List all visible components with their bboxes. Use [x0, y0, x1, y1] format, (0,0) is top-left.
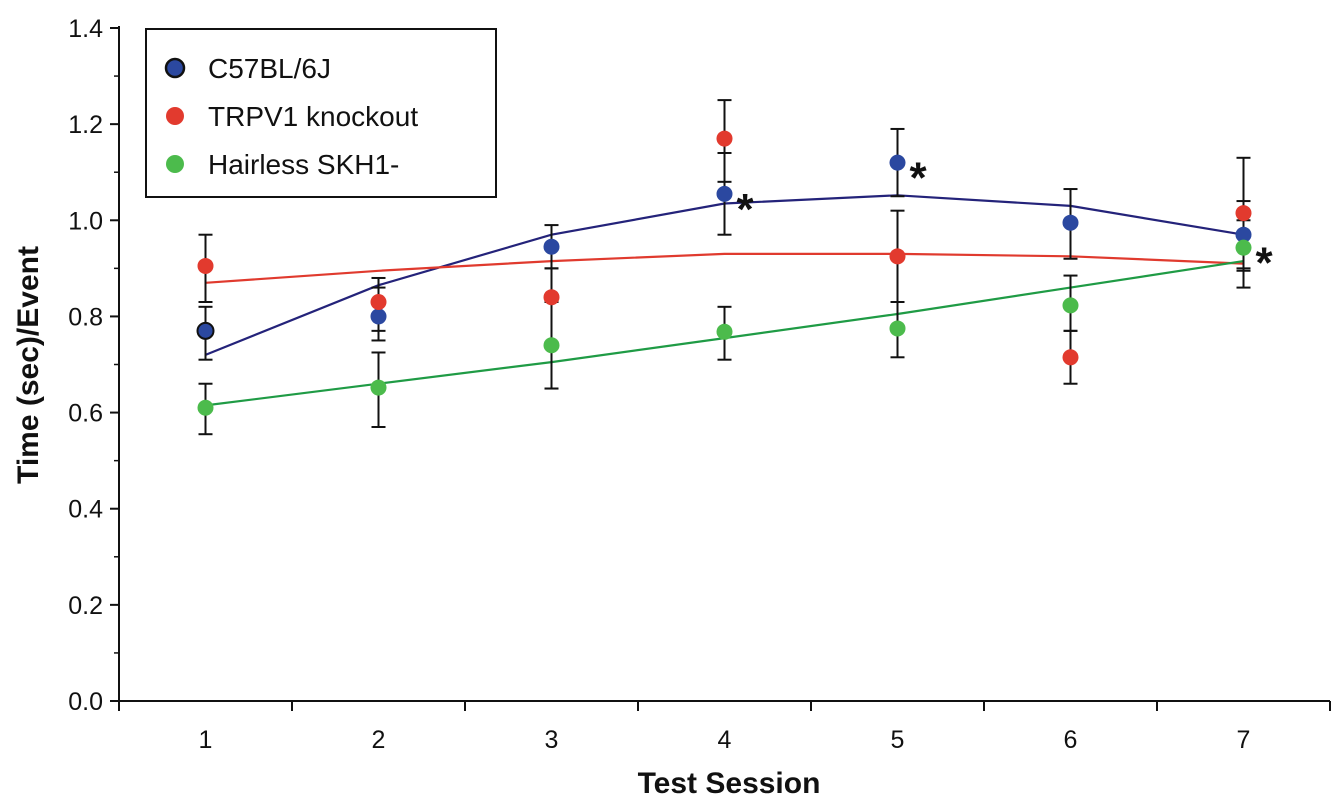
fit-line-series-2	[205, 252, 1244, 284]
data-point-series-3	[370, 379, 387, 396]
data-point-series-1	[370, 308, 387, 325]
x-tick-label: 2	[372, 726, 386, 754]
data-point-series-2	[1062, 349, 1079, 366]
data-point-series-3	[543, 337, 560, 354]
data-point-series-3	[716, 323, 733, 340]
data-point-series-1	[1235, 226, 1252, 243]
y-tick-label: 1.0	[68, 207, 103, 235]
data-point-series-2	[889, 248, 906, 265]
y-tick-label: 1.4	[68, 15, 103, 43]
y-tick-label: 1.2	[68, 111, 103, 139]
data-point-series-1	[1062, 214, 1079, 231]
significance-marker: *	[910, 154, 928, 203]
annotations: * * *	[737, 154, 1274, 288]
legend-marker-series-3	[166, 155, 184, 173]
x-tick-label: 5	[891, 726, 905, 754]
data-point-series-2	[1235, 205, 1252, 222]
legend-label: C57BL/6J	[208, 53, 331, 84]
data-point-series-1	[196, 321, 215, 340]
data-point-series-2	[197, 257, 214, 274]
y-tick-label: 0.0	[68, 688, 103, 716]
y-tick-label: 0.8	[68, 303, 103, 331]
data-point-series-3	[1235, 239, 1252, 256]
data-points	[196, 130, 1252, 416]
y-tick-label: 0.2	[68, 592, 103, 620]
legend-marker-series-1	[164, 57, 186, 79]
y-axis-title: Time (sec)/Event	[12, 246, 45, 484]
data-point-series-1	[716, 185, 733, 202]
axes: 0.0 0.2 0.4 0.6 0.8 1.0 1.2 1.4 1 2 3 4 5 6 7	[68, 15, 1331, 754]
data-point-series-2	[543, 289, 560, 306]
x-tick-label: 3	[545, 726, 559, 754]
legend-label: Hairless SKH1-	[208, 149, 399, 180]
x-tick-label: 7	[1237, 726, 1251, 754]
legend-box	[145, 28, 497, 198]
x-axis-title: Test Session	[638, 767, 821, 797]
y-tick-label: 0.6	[68, 400, 103, 428]
legend-label: TRPV1 knockout	[208, 101, 418, 132]
data-point-series-3	[197, 399, 214, 416]
x-tick-label: 6	[1064, 726, 1078, 754]
legend: C57BL/6J TRPV1 knockout Hairless SKH1-	[145, 28, 497, 198]
y-tick-label: 0.4	[68, 496, 103, 524]
legend-marker-series-2	[166, 107, 184, 125]
x-tick-label: 4	[718, 726, 732, 754]
data-point-series-2	[716, 130, 733, 147]
significance-marker: *	[737, 185, 755, 234]
data-point-series-3	[889, 320, 906, 337]
data-point-series-1	[543, 238, 560, 255]
data-point-series-1	[889, 154, 906, 171]
x-tick-label: 1	[199, 726, 213, 754]
significance-marker: *	[1256, 239, 1274, 288]
data-point-series-2	[370, 294, 387, 311]
data-point-series-3	[1062, 297, 1079, 314]
